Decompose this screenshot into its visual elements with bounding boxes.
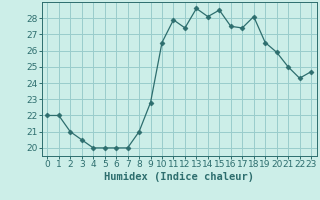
X-axis label: Humidex (Indice chaleur): Humidex (Indice chaleur) xyxy=(104,172,254,182)
